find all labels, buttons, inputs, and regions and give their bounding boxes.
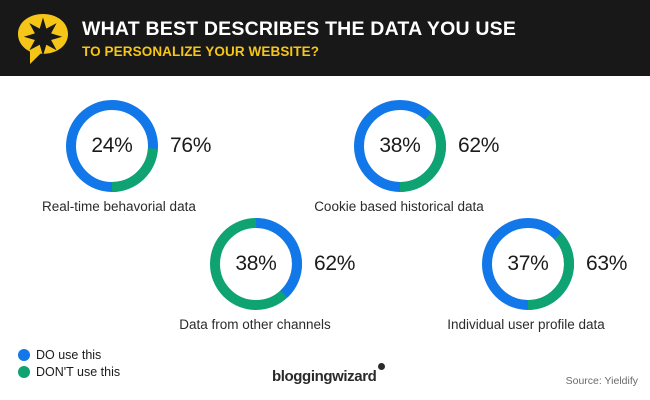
header-banner: WHAT BEST DESCRIBES THE DATA YOU USE TO … — [0, 0, 650, 76]
donut-caption-4: Individual user profile data — [447, 317, 605, 332]
legend-dot-icon-do-use — [18, 349, 30, 361]
donut-outer-value-3: 62% — [314, 252, 356, 275]
source-credit: Source: Yieldify — [565, 375, 638, 387]
donut-chart-individual-user-profile-data: 37% 63% Individual user profile data — [447, 214, 628, 332]
brand-text: bloggingwizard — [272, 368, 377, 385]
donut-chart-grid: 24% 76% Real-time behavorial data 38% 62… — [0, 76, 650, 336]
donut-chart-real-time-behavorial-data: 24% 76% Real-time behavorial data — [42, 96, 212, 214]
donut-ring-2: 38% — [350, 96, 450, 196]
donut-inner-value-1: 24% — [91, 134, 133, 157]
legend-item-do-use-this[interactable]: DO use this — [18, 347, 120, 363]
donut-inner-value-3: 38% — [235, 252, 277, 275]
page-subtitle: TO PERSONALIZE YOUR WEBSITE? — [82, 44, 320, 59]
bloggingwizard-logo: bloggingwizard — [272, 363, 386, 385]
donut-inner-value-4: 37% — [507, 252, 549, 275]
legend-item-dont-use-this[interactable]: DON'T use this — [18, 364, 120, 380]
donut-ring-3: 38% — [206, 214, 306, 314]
donut-ring-4: 37% — [478, 214, 578, 314]
donut-ring-1: 24% — [62, 96, 162, 196]
donut-inner-value-2: 38% — [379, 134, 421, 157]
donut-chart-data-from-other-channels: 38% 62% Data from other channels — [179, 214, 356, 332]
donut-caption-3: Data from other channels — [179, 317, 331, 332]
donut-outer-value-4: 63% — [586, 252, 628, 275]
donut-outer-value-2: 62% — [458, 134, 500, 157]
legend-dot-icon-dont-use — [18, 366, 30, 378]
legend-label-dont-use: DON'T use this — [36, 365, 121, 379]
header-title-block: WHAT BEST DESCRIBES THE DATA YOU USE TO … — [82, 17, 516, 61]
chart-legend: DO use this DON'T use this — [18, 347, 120, 381]
speech-bubble-star-logo — [14, 10, 72, 68]
wizard-dot-icon — [378, 363, 386, 370]
donut-caption-1: Real-time behavorial data — [42, 199, 196, 214]
legend-label-do-use: DO use this — [36, 348, 102, 362]
donut-chart-cookie-based-historical-data: 38% 62% Cookie based historical data — [314, 96, 500, 214]
donut-caption-2: Cookie based historical data — [314, 199, 484, 214]
page-title: WHAT BEST DESCRIBES THE DATA YOU USE — [82, 18, 517, 40]
donut-outer-value-1: 76% — [170, 134, 212, 157]
